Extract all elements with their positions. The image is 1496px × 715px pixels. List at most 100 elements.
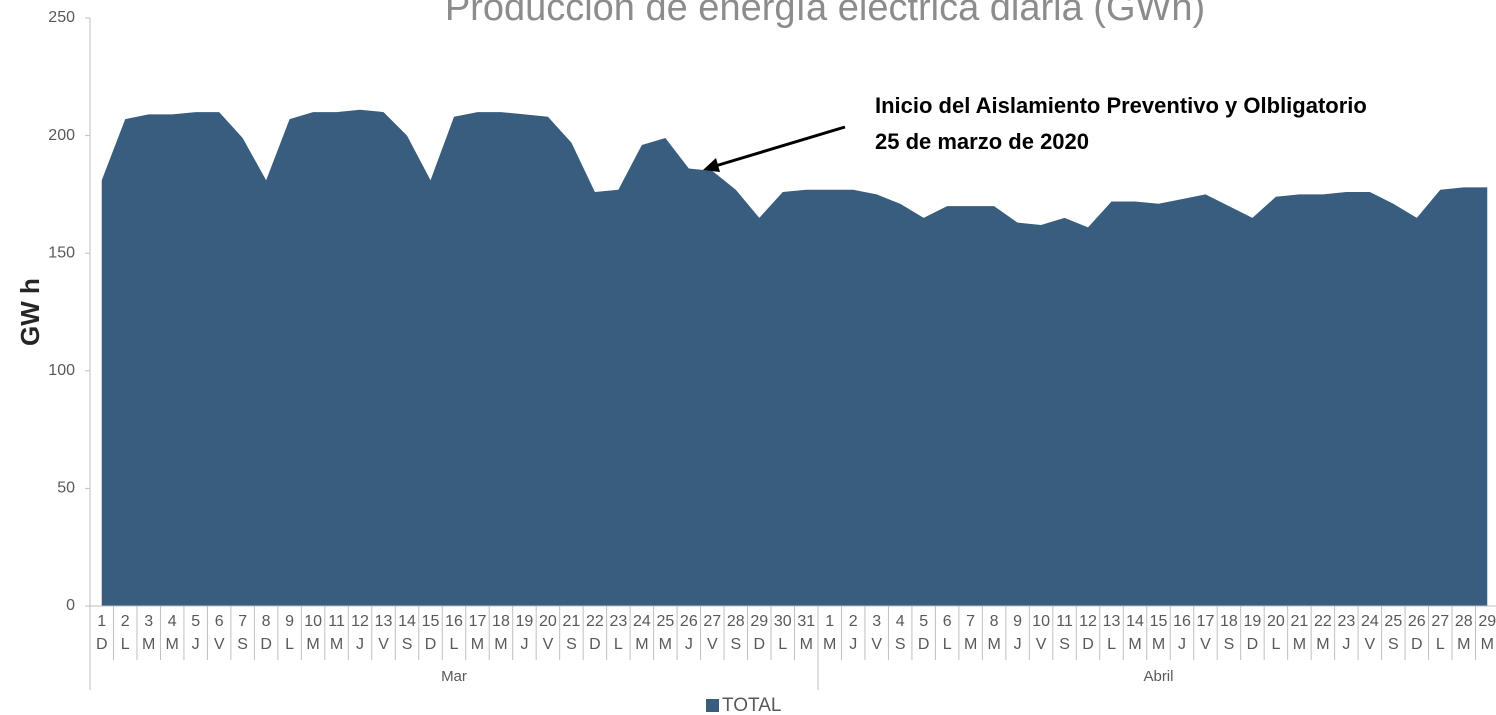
x-tick-label: 29 — [750, 613, 768, 630]
weekday-label: D — [918, 636, 930, 653]
x-tick-label: 5 — [919, 613, 928, 630]
y-tick-label: 100 — [48, 362, 75, 379]
weekday-label: M — [635, 636, 648, 653]
x-tick-label: 22 — [1314, 613, 1332, 630]
weekday-label: V — [543, 636, 554, 653]
x-tick-label: 15 — [422, 613, 440, 630]
weekday-label: L — [1107, 636, 1116, 653]
weekday-label: M — [800, 636, 813, 653]
weekday-label: V — [871, 636, 882, 653]
x-tick-label: 15 — [1150, 613, 1168, 630]
month-label: Abril — [1143, 668, 1173, 685]
weekday-label: M — [659, 636, 672, 653]
y-axis-label: GW h — [15, 278, 45, 346]
x-tick-label: 21 — [1290, 613, 1308, 630]
weekday-label: M — [1152, 636, 1165, 653]
x-tick-label: 16 — [445, 613, 463, 630]
x-tick-label: 24 — [1361, 613, 1379, 630]
x-tick-label: 12 — [351, 613, 369, 630]
weekday-label: M — [987, 636, 1000, 653]
x-tick-label: 13 — [1103, 613, 1121, 630]
x-tick-label: 24 — [633, 613, 651, 630]
x-tick-label: 11 — [1056, 613, 1073, 630]
weekday-label: D — [589, 636, 601, 653]
weekday-label: D — [1411, 636, 1423, 653]
y-tick-label: 0 — [66, 597, 75, 614]
weekday-label: D — [753, 636, 765, 653]
weekday-label: J — [849, 636, 857, 653]
weekday-label: J — [1014, 636, 1022, 653]
y-tick-label: 50 — [57, 480, 75, 497]
x-tick-label: 17 — [469, 613, 487, 630]
x-tick-label: 23 — [609, 613, 627, 630]
x-tick-label: 10 — [304, 613, 322, 630]
x-tick-label: 31 — [797, 613, 815, 630]
x-tick-label: 2 — [121, 613, 130, 630]
month-label: Mar — [441, 668, 467, 685]
x-tick-label: 9 — [285, 613, 294, 630]
weekday-label: S — [730, 636, 741, 653]
weekday-label: M — [1128, 636, 1141, 653]
weekday-label: J — [520, 636, 528, 653]
weekday-label: V — [378, 636, 389, 653]
weekday-label: M — [823, 636, 836, 653]
weekday-label: M — [1316, 636, 1329, 653]
weekday-label: M — [306, 636, 319, 653]
weekday-label: M — [166, 636, 179, 653]
weekday-label: M — [1457, 636, 1470, 653]
x-tick-label: 3 — [144, 613, 153, 630]
weekday-label: J — [1342, 636, 1350, 653]
weekday-label: L — [121, 636, 130, 653]
x-tick-label: 25 — [656, 613, 674, 630]
weekday-label: D — [425, 636, 437, 653]
weekday-label: L — [1436, 636, 1445, 653]
x-tick-label: 17 — [1197, 613, 1215, 630]
x-tick-label: 30 — [774, 613, 792, 630]
x-tick-label: 20 — [539, 613, 557, 630]
x-tick-label: 13 — [375, 613, 393, 630]
weekday-label: S — [1224, 636, 1235, 653]
x-tick-label: 23 — [1337, 613, 1355, 630]
weekday-label: M — [964, 636, 977, 653]
weekday-label: S — [1059, 636, 1070, 653]
weekday-label: L — [285, 636, 294, 653]
weekday-label: M — [471, 636, 484, 653]
weekday-label: M — [494, 636, 507, 653]
weekday-label: S — [1388, 636, 1399, 653]
x-tick-label: 10 — [1032, 613, 1050, 630]
x-tick-label: 14 — [1126, 613, 1144, 630]
x-tick-label: 26 — [1408, 613, 1426, 630]
y-tick-label: 250 — [48, 9, 75, 26]
x-tick-label: 25 — [1384, 613, 1402, 630]
weekday-label: V — [214, 636, 225, 653]
weekday-label: M — [1481, 636, 1494, 653]
x-tick-label: 9 — [1013, 613, 1022, 630]
weekday-label: J — [192, 636, 200, 653]
y-tick-label: 200 — [48, 127, 75, 144]
annotation-line: Inicio del Aislamiento Preventivo y Olbl… — [875, 93, 1367, 118]
x-tick-label: 7 — [966, 613, 975, 630]
x-tick-label: 8 — [262, 613, 271, 630]
x-tick-label: 18 — [1220, 613, 1238, 630]
weekday-label: V — [707, 636, 718, 653]
weekday-label: D — [260, 636, 272, 653]
legend-swatch — [706, 699, 719, 712]
weekday-label: M — [330, 636, 343, 653]
x-tick-label: 11 — [328, 613, 345, 630]
x-tick-label: 1 — [825, 613, 834, 630]
x-tick-label: 6 — [943, 613, 952, 630]
x-tick-label: 6 — [215, 613, 224, 630]
x-tick-label: 5 — [191, 613, 200, 630]
x-tick-label: 3 — [872, 613, 881, 630]
weekday-label: V — [1036, 636, 1047, 653]
weekday-label: J — [1178, 636, 1186, 653]
x-tick-label: 19 — [516, 613, 534, 630]
x-tick-label: 21 — [563, 613, 581, 630]
weekday-label: L — [943, 636, 952, 653]
weekday-label: L — [1271, 636, 1280, 653]
x-tick-label: 20 — [1267, 613, 1285, 630]
x-tick-label: 8 — [990, 613, 999, 630]
x-tick-label: 4 — [896, 613, 905, 630]
